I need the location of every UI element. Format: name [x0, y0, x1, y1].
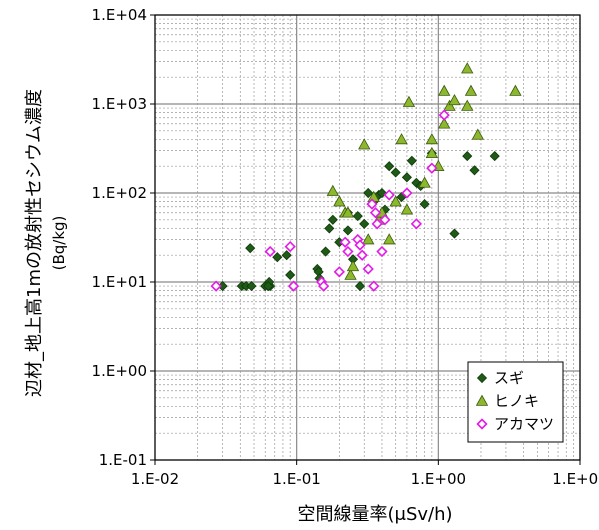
data-point: [390, 167, 401, 178]
legend-marker: [476, 372, 488, 384]
data-point: [342, 225, 353, 236]
data-point: [383, 233, 396, 245]
data-point: [246, 281, 257, 292]
data-point: [245, 243, 256, 254]
data-point: [395, 133, 408, 145]
data-point: [425, 146, 439, 159]
data-point: [339, 236, 351, 248]
data-point: [401, 187, 413, 199]
data-point: [418, 176, 431, 188]
x-tick-label: 1.E+00: [411, 470, 466, 488]
legend-label: ヒノキ: [494, 392, 539, 410]
series-3-points: [210, 109, 450, 292]
legend-marker: [475, 394, 489, 406]
data-point: [284, 240, 296, 253]
data-point: [461, 62, 474, 74]
x-tick-label: 1.E+01: [552, 470, 599, 488]
data-point: [363, 187, 374, 199]
data-point: [346, 260, 360, 272]
plot-area-border: [154, 14, 581, 461]
data-point: [356, 249, 368, 261]
data-point: [358, 138, 371, 150]
data-point: [410, 218, 423, 230]
y-axis-title: 辺材_地上高1mの放射性セシウム濃度: [24, 89, 45, 397]
data-point: [489, 151, 500, 162]
x-tick-label: 1.E-02: [131, 470, 179, 488]
data-point: [371, 218, 383, 230]
y-axis-ticks: 1.E-01 1.E+00 1.E+01 1.E+02 1.E+03 1.E+04: [92, 6, 155, 469]
data-point: [354, 281, 366, 292]
y-axis-unit: (Bq/kg): [50, 216, 68, 271]
data-point: [389, 195, 402, 207]
data-point: [210, 280, 222, 292]
data-point: [379, 214, 391, 226]
legend-label: アカマツ: [494, 415, 554, 433]
data-point: [369, 207, 382, 219]
data-point: [368, 280, 380, 292]
data-point: [285, 269, 296, 281]
data-point: [438, 117, 451, 129]
data-point: [362, 263, 374, 275]
legend-label: スギ: [494, 369, 524, 387]
data-point: [333, 195, 346, 207]
data-point: [264, 245, 276, 258]
data-point: [443, 99, 456, 111]
data-point: [317, 280, 330, 292]
data-point: [469, 165, 480, 176]
data-point: [263, 281, 274, 292]
data-point: [359, 218, 370, 229]
data-point: [419, 199, 430, 210]
data-point: [426, 162, 438, 174]
data-point: [438, 109, 450, 121]
data-point: [438, 84, 451, 96]
data-point: [462, 151, 473, 162]
y-tick-label: 1.E+01: [92, 273, 147, 291]
data-point: [425, 133, 439, 145]
y-tick-label: 1.E-01: [99, 451, 147, 469]
data-point: [471, 128, 485, 140]
data-point: [341, 206, 355, 218]
data-points: [210, 62, 522, 292]
data-point: [324, 223, 335, 234]
y-tick-label: 1.E+04: [92, 6, 147, 24]
y-tick-label: 1.E+02: [92, 184, 147, 202]
data-point: [320, 246, 331, 257]
data-point: [327, 214, 338, 225]
data-point: [352, 211, 363, 222]
data-point: [406, 155, 417, 166]
data-point: [342, 245, 354, 258]
data-point: [376, 245, 388, 258]
data-point: [344, 268, 357, 280]
data-point: [509, 84, 522, 96]
data-point: [464, 84, 478, 96]
data-point: [281, 250, 292, 261]
data-point: [366, 198, 378, 210]
data-point: [326, 184, 340, 196]
y-tick-label: 1.E+03: [92, 95, 147, 113]
y-tick-label: 1.E+00: [92, 362, 147, 380]
data-point: [402, 95, 416, 107]
data-point: [449, 228, 460, 239]
data-point: [354, 239, 366, 251]
data-point: [287, 280, 300, 292]
data-point: [384, 161, 395, 172]
x-tick-label: 1.E-01: [273, 470, 321, 488]
x-axis-ticks: 1.E-02 1.E-01 1.E+00 1.E+01: [131, 460, 599, 488]
data-point: [461, 99, 474, 111]
data-point: [333, 266, 345, 278]
data-point: [401, 172, 412, 183]
data-point: [272, 252, 283, 263]
x-axis-title: 空間線量率(μSv/h): [297, 504, 452, 525]
data-point: [362, 233, 375, 245]
data-point: [400, 203, 414, 215]
data-point: [383, 189, 395, 201]
legend-marker: [476, 418, 488, 430]
data-point: [448, 93, 461, 106]
